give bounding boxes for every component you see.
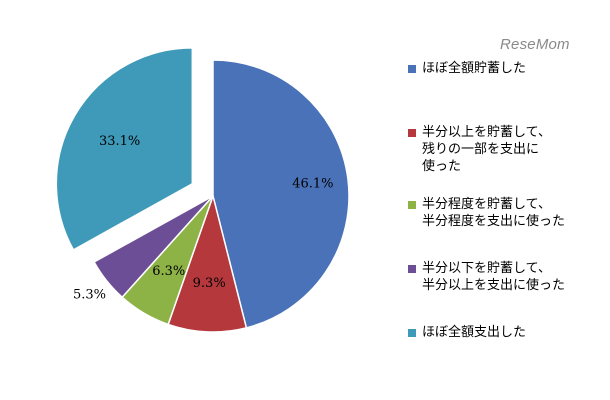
pie-slice-4 [93, 195, 214, 299]
legend-label-2: 半分以上を貯蓄して、 残りの一部を支出に 使った [422, 125, 551, 174]
watermark-logo: ReseMom [500, 36, 570, 53]
data-label-2: 9.3% [193, 276, 226, 291]
legend-label-4: 半分以下を貯蓄して、 半分以上を支出に使った [422, 261, 566, 293]
legend-swatch-5 [408, 329, 416, 337]
pie-slices [55, 47, 350, 333]
data-label-5: 33.1% [99, 134, 140, 149]
pie-slice-1 [212, 59, 350, 329]
legend-swatch-2 [408, 129, 416, 137]
legend-label-5: ほぼ全額支出した [422, 325, 527, 340]
legend-label-1: ほぼ全額貯蓄した [422, 61, 527, 76]
pie-slice-5 [55, 47, 194, 251]
legend-label-3: 半分程度を貯蓄して、 半分程度を支出に使った [422, 197, 566, 229]
data-label-1: 46.1% [292, 177, 333, 192]
legend-swatch-4 [408, 265, 416, 273]
legend-swatch-1 [408, 65, 416, 73]
data-label-3: 6.3% [152, 264, 185, 279]
data-label-4: 5.3% [73, 288, 106, 303]
pie-slice-2 [167, 193, 248, 333]
pie-data-labels: 46.1% 9.3% 6.3% 5.3% 33.1% [73, 134, 334, 302]
legend-swatch-3 [408, 201, 416, 209]
